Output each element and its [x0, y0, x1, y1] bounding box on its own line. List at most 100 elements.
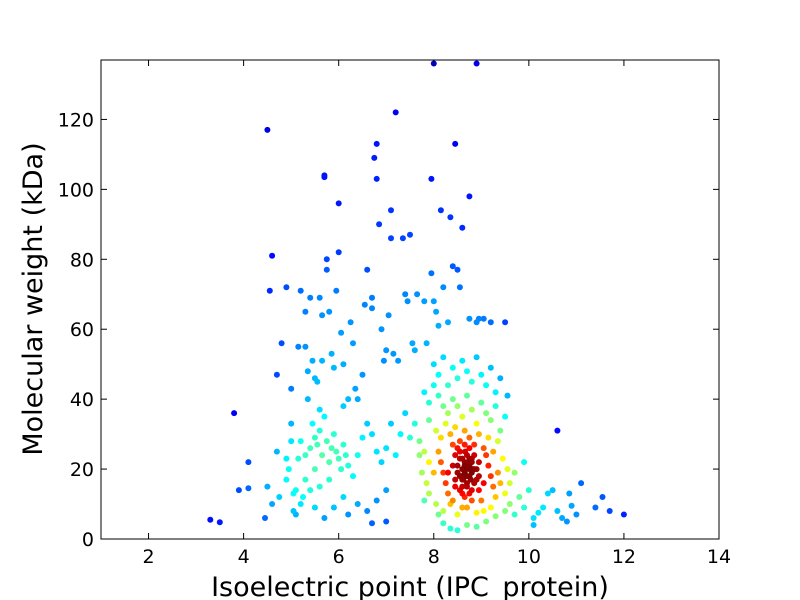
data-point: [485, 434, 492, 441]
x-tick-label: 8: [428, 546, 440, 568]
data-point: [326, 308, 333, 315]
data-point: [407, 231, 413, 238]
data-point: [449, 462, 456, 469]
data-point: [426, 399, 432, 406]
data-point: [304, 396, 311, 403]
data-point: [506, 480, 513, 487]
data-point: [497, 480, 504, 487]
data-point: [338, 329, 345, 336]
data-point: [388, 235, 394, 242]
data-point: [316, 406, 323, 413]
data-point: [273, 371, 280, 378]
data-point: [297, 438, 304, 445]
data-point: [216, 519, 223, 526]
data-point: [307, 294, 314, 301]
data-point: [378, 326, 385, 333]
data-point: [428, 270, 435, 277]
data-point: [511, 511, 518, 518]
data-point: [454, 527, 461, 534]
data-point: [463, 466, 470, 473]
data-point: [483, 410, 490, 417]
data-point: [473, 476, 480, 483]
data-point: [492, 513, 499, 520]
data-point: [485, 462, 492, 469]
data-point: [483, 518, 490, 525]
x-axis-label: Isoelectric point (IPC_protein): [211, 572, 609, 600]
data-point: [383, 518, 390, 525]
data-point: [421, 448, 428, 455]
data-point: [392, 452, 399, 459]
data-point: [302, 476, 309, 483]
data-point: [452, 140, 459, 147]
data-point: [302, 343, 309, 350]
data-point: [418, 469, 425, 476]
data-point: [445, 490, 451, 497]
data-point: [433, 501, 440, 507]
data-point: [445, 410, 451, 417]
data-point: [369, 305, 375, 312]
data-point: [497, 375, 504, 382]
data-point: [468, 497, 475, 504]
y-tick-label: 40: [70, 389, 94, 411]
data-point: [323, 438, 330, 445]
data-point: [435, 322, 442, 329]
data-point: [445, 382, 451, 389]
data-point: [373, 497, 380, 504]
x-tick-label: 10: [517, 546, 541, 568]
data-point: [369, 520, 375, 527]
data-point: [447, 525, 454, 532]
data-point: [466, 434, 473, 441]
data-point: [359, 371, 366, 378]
data-point: [354, 396, 361, 403]
data-point: [388, 420, 394, 427]
data-point: [297, 287, 304, 294]
data-point: [473, 420, 480, 427]
data-point: [440, 469, 447, 476]
data-point: [430, 469, 437, 476]
data-point: [464, 522, 470, 528]
data-point: [437, 459, 444, 466]
data-point: [330, 364, 337, 371]
data-point: [364, 420, 371, 427]
data-point: [207, 516, 214, 523]
data-point: [464, 504, 470, 511]
data-point: [278, 340, 285, 347]
data-point: [340, 441, 347, 448]
data-point: [497, 427, 504, 434]
data-point: [262, 515, 268, 521]
data-point: [492, 389, 499, 396]
data-point: [516, 494, 523, 500]
data-point: [335, 200, 342, 207]
data-point: [276, 494, 283, 500]
data-point: [266, 287, 273, 294]
data-point: [316, 483, 323, 490]
data-point: [475, 459, 482, 466]
data-point: [540, 504, 547, 511]
data-point: [316, 427, 323, 434]
data-point: [354, 501, 361, 507]
data-point: [456, 448, 463, 455]
data-point: [449, 497, 456, 504]
data-point: [402, 291, 409, 298]
data-point: [502, 413, 509, 420]
data-point: [521, 459, 528, 466]
data-point: [535, 509, 542, 516]
data-point: [494, 438, 501, 445]
data-point: [492, 403, 499, 410]
data-point: [338, 466, 345, 473]
data-point: [490, 483, 497, 490]
data-point: [304, 368, 311, 375]
data-point: [383, 445, 390, 452]
data-point: [478, 399, 485, 406]
data-point: [383, 347, 390, 354]
data-point: [245, 485, 252, 492]
data-point: [478, 497, 485, 504]
data-point: [364, 266, 371, 273]
data-point: [554, 508, 561, 514]
data-point: [620, 511, 627, 518]
data-point: [376, 221, 383, 228]
data-point: [468, 487, 475, 494]
data-point: [359, 434, 366, 441]
x-tick-label: 4: [238, 546, 250, 568]
